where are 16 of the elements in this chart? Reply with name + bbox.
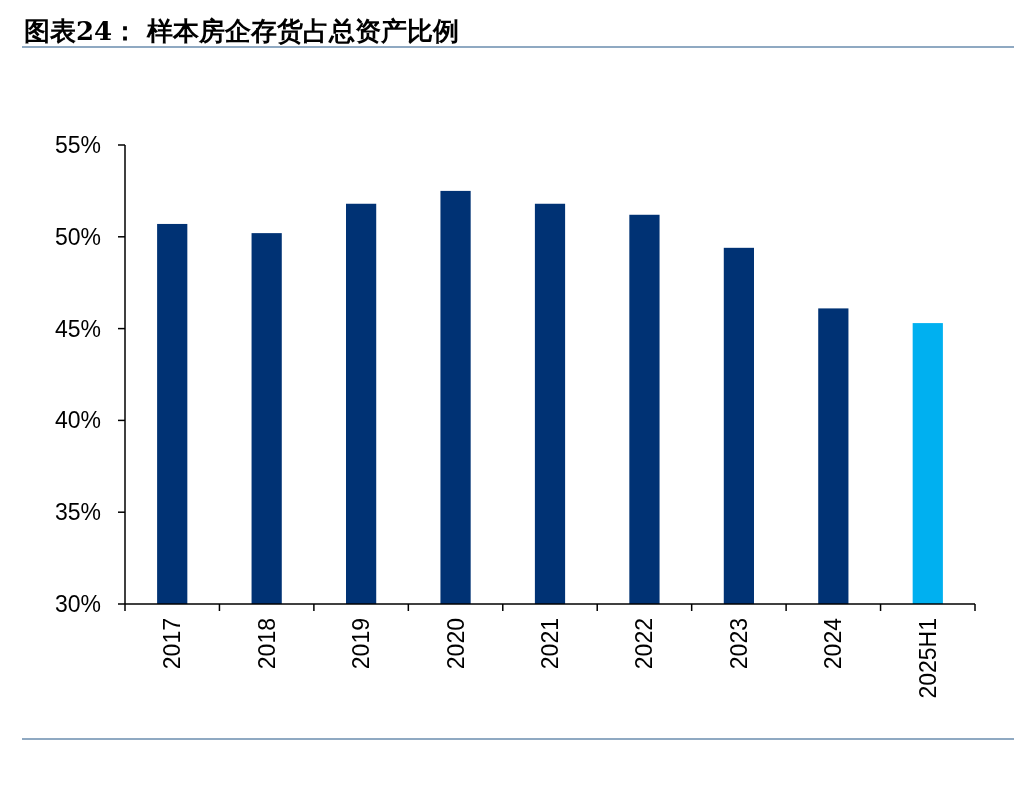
y-tick-label: 50% (54, 223, 101, 250)
x-tick-label: 2025H1 (914, 618, 941, 699)
y-tick-label: 45% (54, 315, 101, 342)
x-tick-label: 2023 (725, 618, 752, 670)
x-tick-label: 2019 (348, 618, 375, 670)
chart-title: 图表24： 样本房企存货占总资产比例 (24, 16, 460, 46)
x-tick-label: 2024 (820, 617, 847, 670)
y-tick-label: 30% (54, 591, 101, 617)
x-tick-label: 2018 (253, 618, 280, 670)
y-tick-label: 55% (54, 132, 101, 158)
x-tick-label: 2022 (631, 618, 658, 670)
x-tick-label: 2020 (442, 618, 469, 670)
y-tick-label: 35% (54, 499, 101, 526)
y-tick-label: 40% (54, 407, 101, 434)
x-tick-label: 2017 (159, 618, 186, 670)
x-tick-label: 2021 (537, 618, 563, 670)
